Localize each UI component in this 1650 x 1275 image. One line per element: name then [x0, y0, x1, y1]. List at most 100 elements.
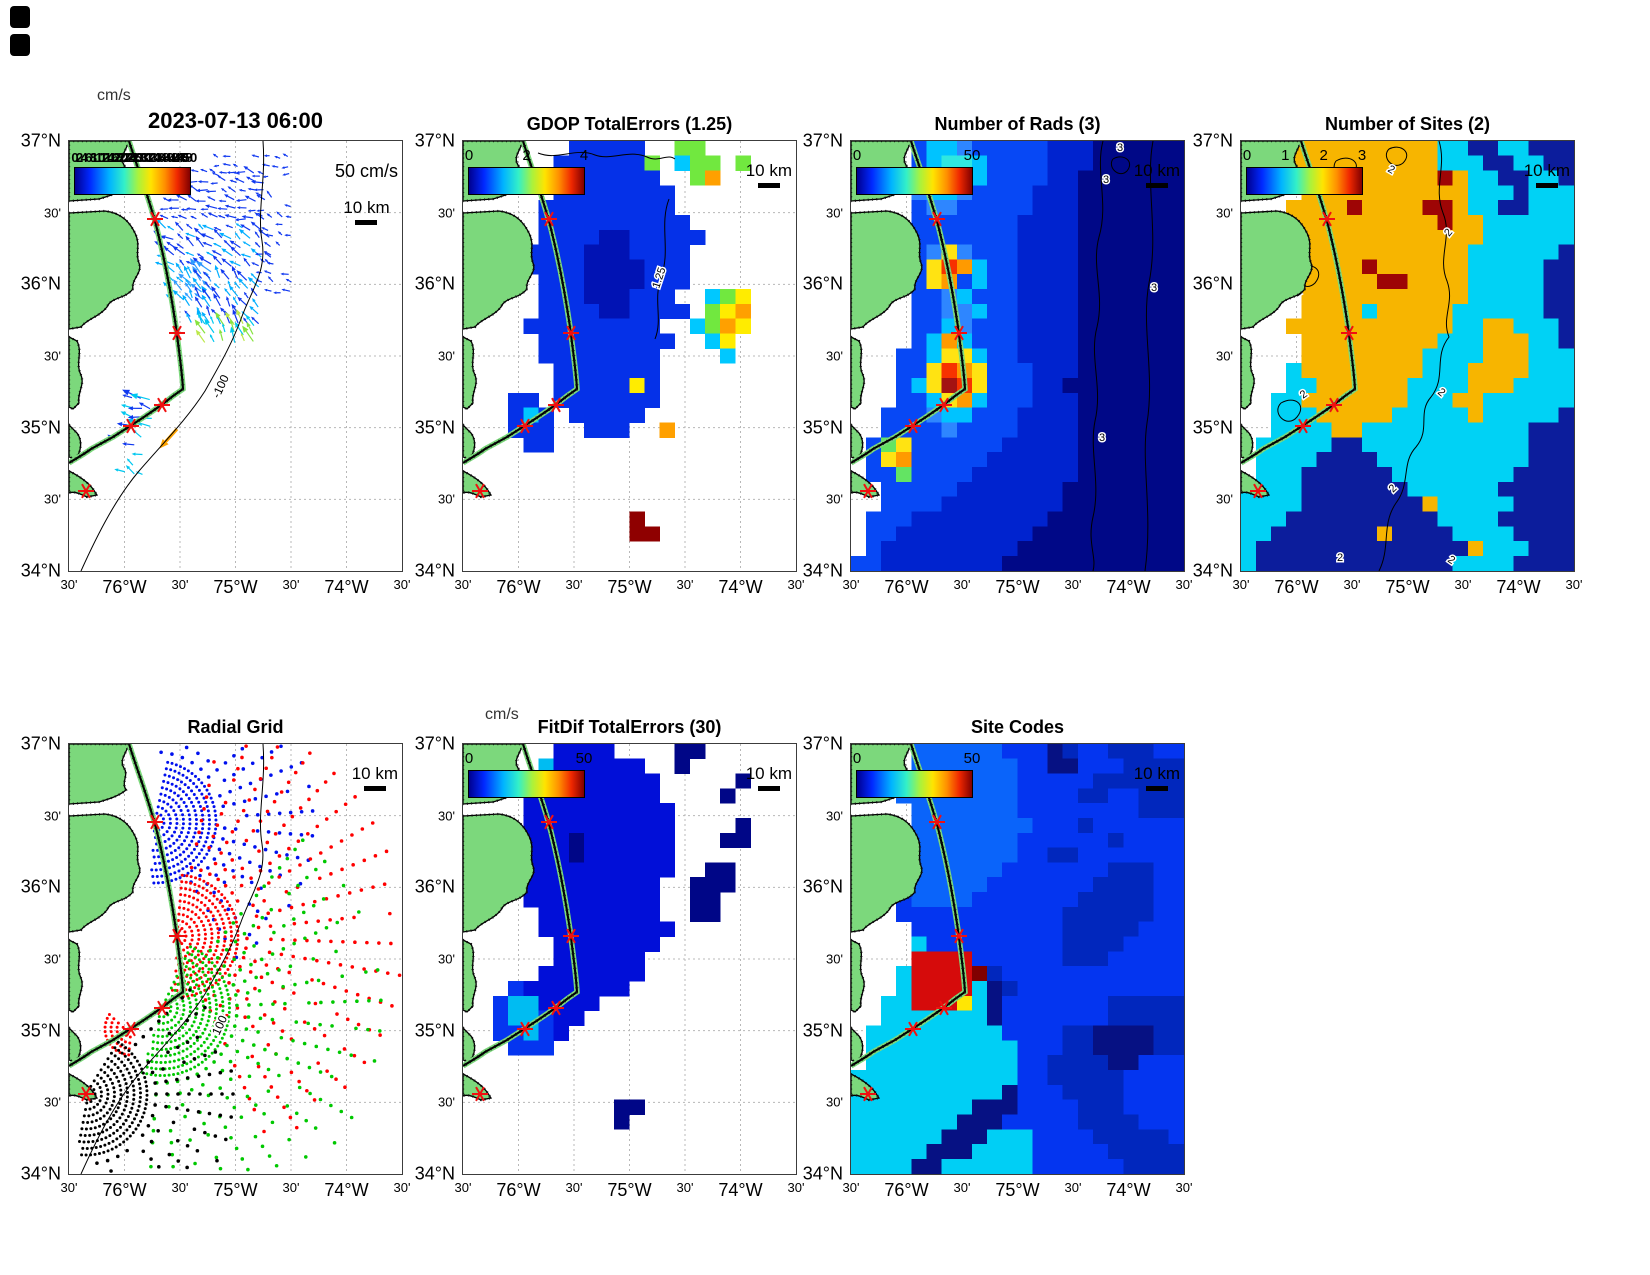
x-axis-tick-label: 75°W	[213, 1180, 258, 1200]
surface-currents-map: -100	[69, 141, 402, 571]
distance-scale-label: 10 km	[1133, 764, 1180, 783]
x-axis-tick-label: 30'	[282, 1180, 300, 1195]
colorbar-tick-label: 4	[80, 150, 88, 165]
colorbar-tick-label: 50	[575, 750, 593, 767]
panel-title: FitDif TotalErrors (30)	[537, 717, 722, 737]
colorbar-tick-label: 42	[164, 150, 179, 165]
svg-text:3: 3	[1099, 432, 1105, 444]
y-axis-tick-label: 35°N	[802, 417, 843, 438]
svg-text:2: 2	[1337, 552, 1343, 564]
panel-title: Number of Sites (2)	[1324, 114, 1491, 134]
colorbar-tick-label: 40	[159, 150, 175, 165]
colorbar-tick-label: 8	[89, 150, 98, 165]
speed-scale-label: 50 cm/s	[334, 161, 398, 181]
colorbar-tick-label: 18	[109, 150, 124, 165]
x-axis-tick-label: 30'	[454, 1180, 472, 1195]
colorbar-tick-label: 48	[178, 150, 193, 165]
x-axis-tick-label: 30'	[787, 577, 805, 592]
scale-bar: 10 km	[1134, 764, 1180, 791]
scale-bar: 10 km	[352, 764, 398, 791]
y-axis-tick-label: 30'	[826, 491, 843, 507]
colorbar: 0 50	[853, 147, 980, 195]
colorbar-tick-label: 44	[168, 150, 184, 165]
y-axis-tick-label: 30'	[44, 348, 61, 364]
x-axis-tick-label: 30'	[171, 577, 189, 592]
distance-scale-label: 10 km	[745, 161, 792, 180]
x-axis-tick-label: 76°W	[496, 577, 541, 597]
y-axis-tick-label: 36°N	[20, 876, 61, 897]
y-axis-tick-label: 30'	[44, 491, 61, 507]
x-axis-tick-label: 76°W	[1274, 577, 1319, 597]
x-axis-tick-label: 74°W	[1106, 577, 1151, 597]
colorbar-tick-label: 46	[173, 150, 189, 165]
x-axis-tick-label: 30'	[1064, 577, 1082, 592]
scale-bar: 10 km	[1134, 161, 1180, 188]
colorbar-tick-label: 20	[113, 150, 129, 165]
svg-text:3: 3	[1151, 282, 1157, 294]
x-axis-tick-label: 76°W	[496, 1180, 541, 1200]
distance-scale-label: 10 km	[1133, 161, 1180, 180]
colorbar-tick-label: 50	[963, 750, 981, 767]
x-axis-tick-label: 74°W	[718, 577, 763, 597]
x-axis-tick-label: 30'	[842, 577, 860, 592]
distance-scale-label: 10 km	[351, 764, 398, 783]
colorbar-tick-label: 22	[118, 150, 133, 165]
svg-text:3: 3	[1103, 174, 1109, 186]
y-axis-tick-label: 30'	[438, 951, 455, 967]
y-axis-tick-label: 30'	[826, 348, 843, 364]
x-axis-tick-label: 30'	[1343, 577, 1361, 592]
y-axis-tick-label: 36°N	[802, 273, 843, 294]
y-axis-tick-label: 30'	[438, 491, 455, 507]
y-axis-tick-label: 36°N	[1192, 273, 1233, 294]
colorbar-tick-label: 16	[104, 150, 120, 165]
y-axis-tick-label: 30'	[438, 348, 455, 364]
x-axis-tick-label: 30'	[60, 1180, 78, 1195]
colorbar-tick-label: 10	[90, 150, 106, 165]
y-axis-tick-label: 30'	[1216, 348, 1233, 364]
y-axis-tick-label: 30'	[826, 951, 843, 967]
number-of-rads-map: 3 3 3 3	[851, 141, 1184, 571]
x-axis-tick-label: 75°W	[1385, 577, 1430, 597]
colorbar-tick-label: 0	[71, 150, 79, 165]
panel-title: Number of Rads (3)	[934, 114, 1101, 134]
colorbar-tick-label: 24	[122, 150, 138, 165]
y-axis-tick-label: 35°N	[414, 417, 455, 438]
scale-bar: 10 km	[1524, 161, 1570, 188]
scale-bar-line	[1535, 183, 1558, 188]
colorbar-tick-label: 50	[963, 147, 981, 164]
distance-scale-label: 10 km	[745, 764, 792, 783]
x-axis-tick-label: 30'	[787, 1180, 805, 1195]
colorbar-tick-label: 0	[1242, 147, 1252, 164]
y-axis-tick-label: 30'	[1216, 205, 1233, 221]
y-axis-tick-label: 30'	[438, 808, 455, 824]
colorbar-tick-label: 6	[85, 150, 93, 165]
x-axis-tick-label: 30'	[1175, 577, 1193, 592]
radial-grid-map: 100	[69, 744, 402, 1174]
x-axis-tick-label: 30'	[565, 1180, 583, 1195]
x-axis-tick-label: 30'	[676, 577, 694, 592]
x-axis-tick-label: 76°W	[102, 577, 147, 597]
y-axis-tick-label: 36°N	[20, 273, 61, 294]
panel-gdop-errors: GDOP TotalErrors (1.25) 1.25 0 2 4 10 km 3…	[415, 114, 805, 597]
x-axis-tick-label: 30'	[393, 577, 411, 592]
colorbar: 0 2 4	[465, 147, 588, 195]
y-axis-tick-label: 36°N	[414, 876, 455, 897]
x-axis-tick-label: 76°W	[884, 577, 929, 597]
colorbar-tick-label: 3	[1357, 147, 1367, 164]
x-axis-tick-label: 30'	[842, 1180, 860, 1195]
distance-scale-label: 10 km	[1523, 161, 1570, 180]
y-axis-tick-label: 35°N	[20, 417, 61, 438]
site-codes-map	[851, 744, 1184, 1174]
x-axis-tick-label: 30'	[60, 577, 78, 592]
colorbar-units-label: cm/s	[485, 706, 519, 723]
colorbar-tick-label: 12	[95, 150, 110, 165]
y-axis-tick-label: 36°N	[414, 273, 455, 294]
scale-bar-line	[363, 786, 386, 791]
colorbar: 0 1 2 3	[1243, 147, 1366, 195]
x-axis-tick-label: 74°W	[324, 577, 369, 597]
x-axis-tick-label: 30'	[953, 1180, 971, 1195]
svg-text:3: 3	[1117, 142, 1123, 154]
colorbar-tick-label: 2	[75, 150, 84, 165]
